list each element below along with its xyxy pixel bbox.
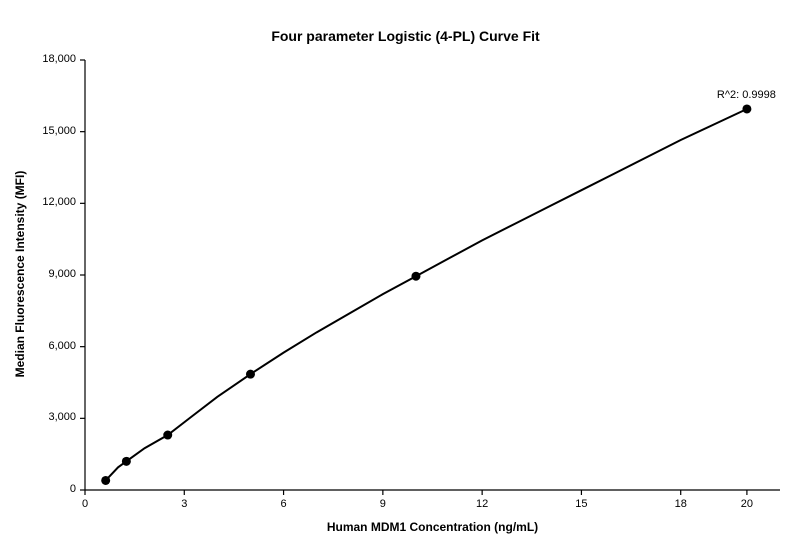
y-tick-label: 9,000: [0, 268, 76, 280]
x-tick-label: 6: [264, 498, 304, 510]
y-tick-label: 18,000: [0, 53, 76, 65]
x-tick-label: 15: [561, 498, 601, 510]
x-tick-label: 12: [462, 498, 502, 510]
x-tick-label: 9: [363, 498, 403, 510]
x-tick-label: 20: [727, 498, 767, 510]
data-marker: [742, 104, 751, 113]
x-tick-label: 0: [65, 498, 105, 510]
data-marker: [101, 476, 110, 485]
fit-curve: [106, 109, 747, 480]
data-marker: [246, 370, 255, 379]
data-marker: [411, 272, 420, 281]
data-marker: [163, 431, 172, 440]
y-tick-label: 6,000: [0, 340, 76, 352]
y-tick-label: 0: [0, 483, 76, 495]
y-tick-label: 15,000: [0, 125, 76, 137]
data-marker: [122, 457, 131, 466]
x-tick-label: 3: [164, 498, 204, 510]
x-tick-label: 18: [661, 498, 701, 510]
y-tick-label: 12,000: [0, 196, 76, 208]
plot-svg: [0, 0, 811, 560]
y-tick-label: 3,000: [0, 411, 76, 423]
chart-container: Four parameter Logistic (4-PL) Curve Fit…: [0, 0, 811, 560]
